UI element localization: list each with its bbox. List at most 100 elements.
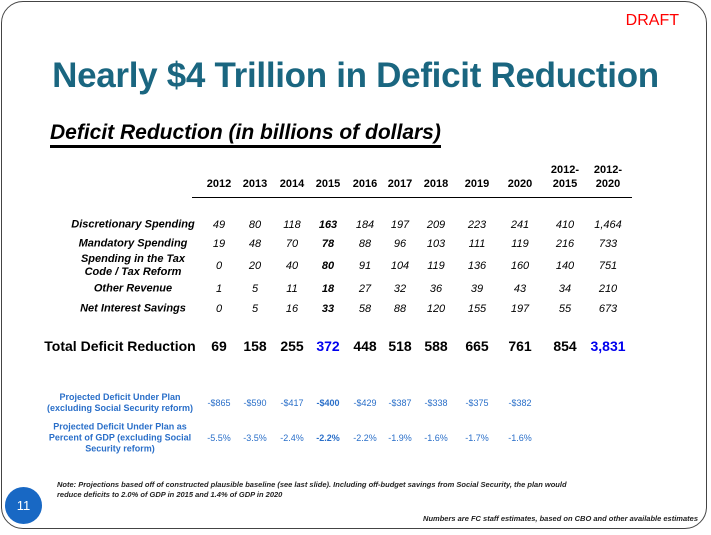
total-cell: 518 — [388, 338, 412, 354]
draft-label: DRAFT — [625, 12, 679, 29]
table-cell: 119 — [511, 238, 529, 250]
total-label: Total Deficit Reduction — [44, 338, 196, 354]
table-cell: 223 — [467, 219, 487, 231]
column-header: 2012- 2015 — [550, 164, 580, 190]
projection-cell: -1.6% — [508, 433, 532, 443]
slide-title: Nearly $4 Trillion in Deficit Reduction — [52, 56, 659, 95]
table-cell: 16 — [285, 303, 299, 315]
table-cell: 19 — [212, 238, 226, 250]
table-cell: 11 — [286, 283, 298, 295]
table-cell: 209 — [426, 219, 446, 231]
projection-cell: -2.2% — [316, 433, 340, 443]
column-header: 2016 — [352, 178, 378, 190]
projection-cell: -5.5% — [207, 433, 231, 443]
table-subtitle: Deficit Reduction (in billions of dollar… — [50, 121, 441, 148]
projection-cell: -3.5% — [243, 433, 267, 443]
total-cell: 3,831 — [590, 338, 626, 354]
table-cell: 140 — [555, 260, 575, 272]
table-cell: 733 — [598, 238, 618, 250]
table-cell: 5 — [251, 303, 259, 315]
row-label: Discretionary Spending — [71, 218, 195, 231]
projection-label: Projected Deficit Under Plan (excluding … — [46, 392, 194, 413]
table-cell: 88 — [358, 238, 372, 250]
table-cell: 55 — [558, 303, 572, 315]
table-cell: 119 — [427, 260, 445, 272]
page-number-badge: 11 — [5, 487, 42, 524]
table-cell: 0 — [215, 303, 223, 315]
row-label: Net Interest Savings — [80, 302, 186, 315]
projection-cell: -$417 — [280, 398, 304, 408]
column-header: 2019 — [464, 178, 490, 190]
row-label: Other Revenue — [93, 282, 173, 295]
table-cell: 120 — [426, 303, 446, 315]
table-cell: 58 — [358, 303, 372, 315]
column-header: 2015 — [315, 178, 341, 190]
table-cell: 184 — [355, 219, 375, 231]
table-cell: 136 — [467, 260, 487, 272]
table-cell: 78 — [321, 238, 335, 250]
table-cell: 32 — [393, 283, 407, 295]
table-cell: 197 — [390, 219, 410, 231]
table-cell: 40 — [285, 260, 299, 272]
table-cell: 118 — [283, 219, 301, 231]
table-cell: 197 — [510, 303, 530, 315]
table-cell: 0 — [215, 260, 223, 272]
column-header: 2018 — [423, 178, 449, 190]
table-cell: 48 — [248, 238, 262, 250]
projection-cell: -1.9% — [388, 433, 412, 443]
column-header: 2014 — [279, 178, 305, 190]
table-cell: 34 — [558, 283, 572, 295]
table-cell: 36 — [429, 283, 443, 295]
row-label: Spending in the Tax Code / Tax Reform — [80, 253, 186, 278]
projection-cell: -$375 — [465, 398, 489, 408]
total-cell: 665 — [465, 338, 489, 354]
table-cell: 80 — [321, 260, 335, 272]
table-cell: 241 — [510, 219, 530, 231]
table-cell: 155 — [467, 303, 487, 315]
header-rule — [192, 197, 632, 198]
row-label: Mandatory Spending — [78, 237, 188, 250]
table-cell: 216 — [555, 238, 575, 250]
slide-frame — [1, 1, 707, 529]
table-cell: 49 — [212, 219, 226, 231]
table-cell: 33 — [321, 303, 335, 315]
table-cell: 80 — [248, 219, 262, 231]
column-header: 2020 — [507, 178, 533, 190]
footnote: Note: Projections based off of construct… — [57, 480, 567, 499]
table-cell: 20 — [248, 260, 262, 272]
table-cell: 1,464 — [594, 219, 622, 231]
table-cell: 210 — [598, 283, 618, 295]
projection-cell: -1.6% — [424, 433, 448, 443]
table-cell: 410 — [555, 219, 575, 231]
total-cell: 158 — [243, 338, 267, 354]
table-cell: 39 — [470, 283, 484, 295]
column-header: 2012 — [206, 178, 232, 190]
table-cell: 96 — [393, 238, 407, 250]
total-cell: 69 — [211, 338, 227, 354]
projection-cell: -$429 — [353, 398, 377, 408]
table-cell: 43 — [513, 283, 527, 295]
projection-cell: -$865 — [207, 398, 231, 408]
table-cell: 751 — [598, 260, 618, 272]
table-cell: 160 — [510, 260, 530, 272]
projection-label: Projected Deficit Under Plan as Percent … — [48, 421, 192, 454]
table-cell: 27 — [358, 283, 372, 295]
table-cell: 18 — [321, 283, 335, 295]
total-cell: 854 — [553, 338, 577, 354]
table-cell: 163 — [318, 219, 338, 231]
source-note: Numbers are FC staff estimates, based on… — [423, 514, 698, 523]
total-cell: 588 — [424, 338, 448, 354]
total-cell: 372 — [316, 338, 340, 354]
table-cell: 103 — [426, 238, 446, 250]
projection-cell: -$400 — [316, 398, 340, 408]
column-header: 2012- 2020 — [593, 164, 623, 190]
column-header: 2013 — [242, 178, 268, 190]
table-cell: 1 — [215, 283, 223, 295]
projection-cell: -$590 — [243, 398, 267, 408]
total-cell: 761 — [508, 338, 532, 354]
column-header: 2017 — [387, 178, 413, 190]
projection-cell: -$387 — [388, 398, 412, 408]
projection-cell: -2.4% — [280, 433, 304, 443]
table-cell: 91 — [358, 260, 372, 272]
table-cell: 673 — [598, 303, 618, 315]
